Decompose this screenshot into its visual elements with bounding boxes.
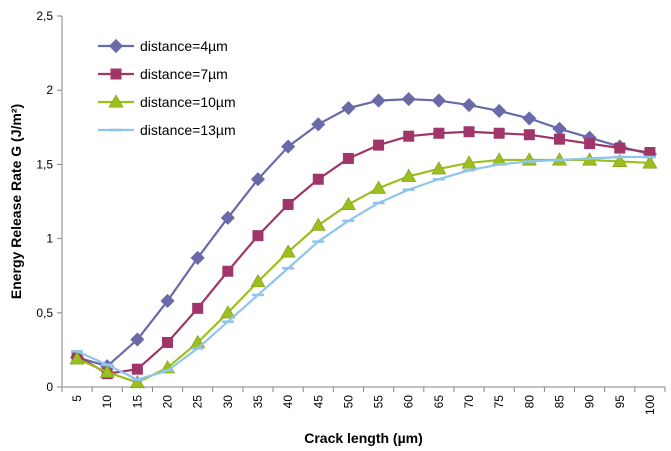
data-point: [131, 363, 143, 375]
data-point: [280, 244, 296, 258]
series: [71, 155, 656, 381]
data-point: [250, 274, 266, 288]
data-point: [192, 302, 204, 314]
y-tick-label: 1: [46, 232, 53, 246]
x-tick-label: 10: [100, 395, 114, 409]
data-point: [493, 127, 505, 139]
data-point: [220, 305, 236, 319]
data-point: [222, 265, 234, 277]
data-point: [461, 155, 477, 169]
data-point: [461, 97, 477, 113]
legend-label: distance=4µm: [140, 38, 228, 54]
data-point: [190, 250, 205, 265]
data-point: [340, 196, 356, 211]
series: [71, 126, 656, 380]
data-point: [642, 155, 658, 169]
legend-item: distance=10µm: [98, 94, 236, 110]
data-point: [401, 168, 417, 182]
legend-label: distance=13µm: [140, 122, 236, 138]
legend: distance=4µm distance=7µm distance=10µm dis…: [98, 38, 236, 138]
data-point: [281, 139, 296, 154]
x-tick-label: 80: [522, 395, 536, 409]
axes: 0 0,5 1 1,5 2 2,5 5 10 15 20 25 30 35 40 45 50 55 60 65 70 7…: [36, 9, 666, 415]
x-tick-label: 50: [341, 395, 355, 409]
y-axis-title: Energy Release Rate G (J/m²): [8, 104, 24, 299]
data-point: [250, 172, 266, 187]
y-tick-label: 2: [46, 83, 53, 97]
data-point: [612, 153, 628, 167]
x-tick-label: 70: [462, 395, 476, 409]
x-tick-label: 35: [251, 395, 265, 409]
data-point: [552, 121, 567, 136]
x-tick-label: 60: [402, 395, 416, 409]
legend-item: distance=13µm: [98, 122, 236, 138]
data-point: [614, 142, 626, 154]
data-point: [311, 117, 326, 132]
data-point: [312, 173, 324, 185]
data-point: [130, 332, 145, 347]
series-layer: [69, 92, 658, 389]
x-tick-label: 45: [311, 395, 325, 409]
x-tick-label: 65: [432, 395, 446, 409]
data-point: [99, 364, 115, 378]
data-point: [341, 100, 356, 116]
data-point: [523, 129, 535, 141]
y-tick-label: 1,5: [36, 157, 53, 171]
legend-item: distance=4µm: [98, 38, 228, 54]
data-point: [644, 147, 656, 159]
data-point: [342, 152, 354, 164]
x-tick-label: 40: [281, 395, 295, 409]
x-tick-label: 20: [161, 395, 175, 409]
data-point: [69, 351, 85, 365]
data-point: [433, 127, 445, 139]
data-point: [463, 126, 475, 138]
data-point: [108, 38, 124, 54]
legend-label: distance=7µm: [140, 66, 228, 82]
y-tick-label: 2,5: [36, 9, 53, 23]
x-tick-label: 85: [552, 395, 566, 409]
data-point: [371, 93, 386, 108]
data-point: [401, 92, 416, 107]
x-tick-label: 90: [583, 395, 597, 409]
data-point: [108, 94, 124, 108]
x-tick-label: 100: [643, 395, 657, 415]
data-point: [252, 230, 264, 242]
data-point: [282, 198, 294, 210]
x-tick-label: 95: [613, 395, 627, 409]
y-tick-label: 0,5: [36, 306, 53, 320]
data-point: [220, 210, 235, 225]
data-point: [403, 130, 415, 142]
x-tick-label: 30: [221, 395, 235, 409]
y-tick-label: 0: [46, 380, 53, 394]
x-tick-label: 15: [130, 395, 144, 409]
data-point: [431, 161, 447, 175]
data-point: [553, 133, 565, 145]
series: [69, 152, 658, 389]
data-point: [431, 93, 446, 108]
data-point: [492, 103, 507, 119]
data-point: [584, 138, 596, 150]
data-point: [371, 180, 387, 194]
legend-label: distance=10µm: [140, 94, 236, 110]
data-point: [162, 336, 174, 348]
data-point: [522, 111, 537, 126]
x-tick-label: 75: [492, 395, 506, 409]
series-line: [76, 158, 650, 384]
x-tick-label: 25: [191, 395, 205, 409]
data-point: [160, 293, 175, 308]
x-axis-title: Crack length (µm): [304, 430, 423, 446]
data-point: [373, 139, 385, 151]
data-point: [110, 68, 122, 80]
x-tick-label: 55: [372, 395, 386, 409]
data-point: [129, 374, 145, 389]
x-tick-label: 5: [70, 395, 84, 402]
data-point: [310, 217, 326, 231]
legend-item: distance=7µm: [98, 66, 228, 82]
